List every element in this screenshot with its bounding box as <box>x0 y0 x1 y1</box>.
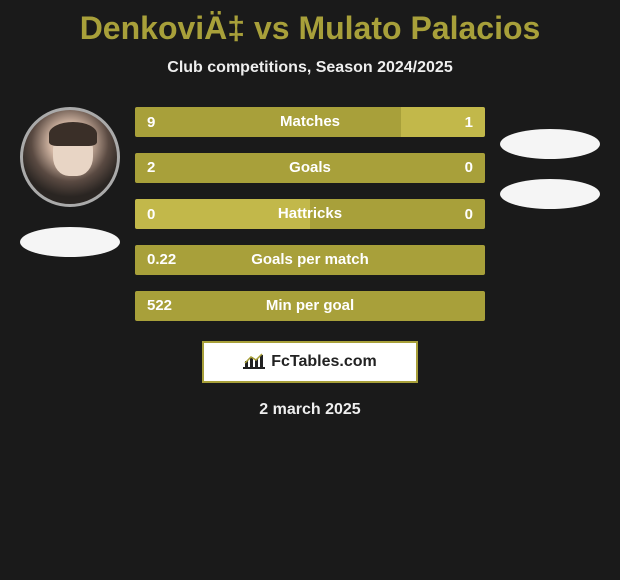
player-left-flag <box>20 227 120 257</box>
subtitle: Club competitions, Season 2024/2025 <box>0 59 620 77</box>
chart-icon <box>243 353 265 371</box>
stat-label: Goals per match <box>135 245 485 275</box>
content-row: 91Matches 2Goals0 00Hattricks 0.22Goals per… <box>0 107 620 321</box>
stat-row: 0.22Goals per match <box>135 245 485 275</box>
stat-row: 522Min per goal <box>135 291 485 321</box>
stat-left-value: 2Goals0 <box>135 153 485 183</box>
stat-right-num: 0 <box>465 153 473 183</box>
stat-left-value: 522Min per goal <box>135 291 485 321</box>
stat-row: 91Matches <box>135 107 485 137</box>
stat-label: Hattricks <box>135 199 485 229</box>
stat-label: Goals <box>135 153 485 183</box>
stat-label: Min per goal <box>135 291 485 321</box>
stat-row: 2Goals0 <box>135 153 485 183</box>
stat-left-value: 0.22Goals per match <box>135 245 485 275</box>
footer-logo: FcTables.com <box>202 341 418 383</box>
stats-bars: 91Matches 2Goals0 00Hattricks 0.22Goals per… <box>135 107 485 321</box>
player-left-avatar <box>20 107 120 207</box>
stat-label: Matches <box>135 107 485 137</box>
player-right-flag-1 <box>500 129 600 159</box>
stat-row: 00Hattricks <box>135 199 485 229</box>
player-right-flag-2 <box>500 179 600 209</box>
footer-logo-text: FcTables.com <box>271 353 377 371</box>
player-right-column <box>500 107 600 209</box>
comparison-card: DenkoviÄ‡ vs Mulato Palacios Club compet… <box>0 0 620 429</box>
page-title: DenkoviÄ‡ vs Mulato Palacios <box>0 10 620 47</box>
player-left-column <box>20 107 120 257</box>
date: 2 march 2025 <box>0 401 620 419</box>
